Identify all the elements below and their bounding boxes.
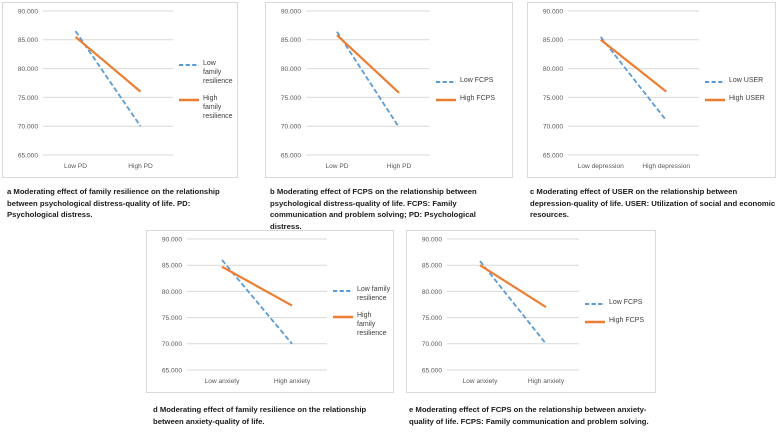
chart-caption-d: d Moderating effect of family resilience… — [153, 405, 367, 426]
dashed-line-marker-icon — [585, 302, 605, 305]
y-tick-label: 85.000 — [543, 37, 564, 44]
y-tick-label: 90.000 — [281, 8, 302, 15]
y-tick-label: 75.000 — [422, 315, 443, 322]
chart-legend-e: Low FCPS High FCPS — [585, 231, 655, 392]
chart-panel-e: 90.000 85.000 80.000 75.000 70.000 65.000 Low … — [406, 230, 656, 393]
legend-entry: Low family resilience — [179, 59, 235, 86]
y-tick-label: 70.000 — [162, 341, 183, 348]
legend-label: High FCPS — [460, 95, 496, 102]
y-tick-label: 85.000 — [281, 37, 302, 44]
y-tick-label: 85.000 — [18, 37, 39, 44]
legend-entry: Low family resilience — [333, 285, 391, 303]
solid-line-marker-icon — [333, 315, 353, 319]
legend-entry: Low FCPS — [436, 76, 510, 86]
dashed-line-marker-icon — [179, 63, 199, 66]
y-tick-label: 85.000 — [162, 263, 183, 270]
x-category-label: Low PD — [325, 163, 348, 170]
solid-line-marker-icon — [705, 98, 725, 102]
legend-entry: High family resilience — [333, 311, 391, 338]
x-category-label: Low depression — [578, 163, 625, 170]
legend-label: High family resilience — [357, 311, 387, 338]
chart-legend-b: Low FCPS High FCPS — [436, 3, 512, 177]
y-tick-label: 75.000 — [18, 95, 39, 102]
y-tick-label: 65.000 — [543, 152, 564, 159]
x-category-label: High anxiety — [274, 378, 311, 385]
y-tick-label: 65.000 — [18, 152, 39, 159]
legend-label: Low USER — [729, 77, 764, 84]
y-tick-label: 75.000 — [543, 95, 564, 102]
dashed-line-marker-icon — [436, 81, 456, 83]
series-line-high — [74, 36, 142, 93]
chart-panel-a: 90.000 85.000 80.000 75.000 70.000 65.000 Low … — [2, 2, 238, 178]
chart-panel-d: 90.000 85.000 80.000 75.000 70.000 65.000 Low … — [146, 230, 394, 393]
chart-plot-a: 90.000 85.000 80.000 75.000 70.000 65.000 Low … — [18, 8, 173, 170]
legend-label: Low family resilience — [357, 285, 391, 302]
dashed-line-marker-icon — [333, 289, 353, 292]
legend-entry: High family resilience — [179, 94, 235, 121]
y-tick-label: 90.000 — [543, 8, 564, 15]
series-line-high — [336, 34, 400, 94]
legend-label: High USER — [729, 95, 765, 102]
dashed-line-marker-icon — [705, 81, 725, 83]
x-category-label: Low PD — [64, 163, 87, 170]
y-tick-label: 90.000 — [18, 8, 39, 15]
solid-line-marker-icon — [179, 98, 199, 102]
legend-label: High family resilience — [203, 95, 233, 121]
legend-entry: Low FCPS — [585, 298, 653, 308]
x-category-label: High PD — [387, 163, 412, 170]
y-tick-label: 80.000 — [422, 289, 443, 296]
x-category-label: High anxiety — [528, 378, 565, 385]
chart-caption-e: e Moderating effect of FCPS on the relat… — [409, 405, 649, 426]
y-tick-label: 65.000 — [422, 367, 443, 374]
series-line-low — [600, 36, 667, 121]
series-line-high — [600, 38, 667, 93]
y-tick-label: 90.000 — [422, 236, 443, 243]
y-tick-label: 65.000 — [281, 152, 302, 159]
x-category-label: High PD — [128, 163, 153, 170]
chart-plot-b: 90.000 85.000 80.000 75.000 70.000 65.000 Low … — [281, 8, 430, 170]
solid-line-marker-icon — [436, 98, 456, 102]
series-line-high — [479, 264, 547, 309]
chart-plot-c: 90.000 85.000 80.000 75.000 70.000 65.000 Low … — [543, 8, 699, 170]
y-tick-label: 85.000 — [422, 263, 443, 270]
legend-label: High FCPS — [609, 316, 645, 324]
chart-caption-a: a Moderating effect of family resilience… — [7, 187, 220, 220]
y-tick-label: 80.000 — [18, 66, 39, 73]
legend-entry: High FCPS — [436, 94, 510, 104]
chart-caption-b: b Moderating effect of FCPS on the relat… — [270, 187, 477, 231]
legend-label: Low family resilience — [203, 59, 233, 85]
y-tick-label: 80.000 — [543, 66, 564, 73]
legend-entry: High USER — [705, 94, 773, 104]
legend-entry: High FCPS — [585, 316, 653, 326]
x-category-label: Low anxiety — [463, 378, 499, 385]
chart-plot-e: 90.000 85.000 80.000 75.000 70.000 65.000 Low … — [422, 236, 579, 385]
chart-legend-a: Low family resilience High family resilie… — [179, 3, 237, 177]
legend-entry: Low USER — [705, 76, 773, 86]
legend-label: Low FCPS — [609, 298, 643, 306]
chart-plot-d: 90.000 85.000 80.000 75.000 70.000 65.000 Low … — [162, 236, 327, 385]
y-tick-label: 70.000 — [543, 124, 564, 131]
y-tick-label: 75.000 — [281, 95, 302, 102]
chart-panel-c: 90.000 85.000 80.000 75.000 70.000 65.000 Low … — [527, 2, 776, 178]
series-line-low — [336, 31, 400, 128]
y-tick-label: 75.000 — [162, 315, 183, 322]
chart-legend-c: Low USER High USER — [705, 3, 775, 177]
legend-label: Low FCPS — [460, 77, 494, 84]
y-tick-label: 80.000 — [162, 289, 183, 296]
chart-legend-d: Low family resilience High family resilie… — [333, 231, 393, 392]
y-tick-label: 70.000 — [18, 124, 39, 131]
y-tick-label: 70.000 — [422, 341, 443, 348]
chart-panel-b: 90.000 85.000 80.000 75.000 70.000 65.000 Low … — [265, 2, 513, 178]
y-tick-label: 80.000 — [281, 66, 302, 73]
series-line-high — [221, 265, 293, 307]
y-tick-label: 70.000 — [281, 124, 302, 131]
y-tick-label: 90.000 — [162, 236, 183, 243]
solid-line-marker-icon — [585, 320, 605, 323]
y-tick-label: 65.000 — [162, 367, 183, 374]
x-category-label: Low anxiety — [205, 378, 241, 385]
chart-caption-c: c Moderating effect of USER on the relat… — [530, 187, 776, 220]
series-line-low — [479, 260, 547, 345]
x-category-label: High depression — [642, 163, 690, 170]
